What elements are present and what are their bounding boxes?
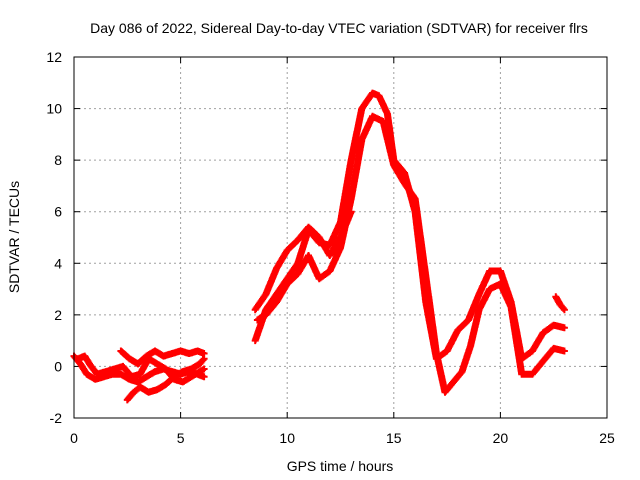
series-trace-g [251, 208, 355, 314]
chart-title: Day 086 of 2022, Sidereal Day-to-day VTE… [90, 20, 588, 36]
x-tick-label: 15 [386, 430, 402, 446]
x-tick-label: 0 [70, 430, 78, 446]
y-tick-label: 4 [54, 255, 62, 271]
y-tick-label: 8 [54, 152, 62, 168]
series-markers [251, 208, 355, 314]
y-tick-label: -2 [50, 410, 63, 426]
series-markers [251, 89, 568, 363]
y-tick-label: 0 [54, 358, 62, 374]
x-tick-label: 5 [177, 430, 185, 446]
series-trace-h [552, 293, 568, 314]
series-markers [253, 112, 568, 396]
series-trace-e [251, 89, 568, 363]
series-group [70, 89, 568, 404]
series-trace-d [117, 347, 208, 368]
series-trace-c [123, 355, 208, 404]
series-trace-f [253, 112, 568, 396]
y-tick-label: 2 [54, 307, 62, 323]
y-tick-label: 10 [46, 101, 62, 117]
y-axis-label: SDTVAR / TECUs [6, 181, 22, 293]
x-tick-label: 10 [279, 430, 295, 446]
x-tick-label: 25 [599, 430, 615, 446]
y-tick-label: 12 [46, 49, 62, 65]
series-markers [117, 347, 208, 368]
y-tick-label: 6 [54, 204, 62, 220]
x-tick-label: 20 [493, 430, 509, 446]
series-markers [123, 355, 208, 404]
x-axis-label: GPS time / hours [287, 458, 394, 474]
plot-frame [73, 56, 608, 419]
tick-labels: 0 5 10 15 20 25 -2 0 2 4 6 8 10 12 [46, 49, 615, 446]
series-markers [552, 293, 568, 314]
